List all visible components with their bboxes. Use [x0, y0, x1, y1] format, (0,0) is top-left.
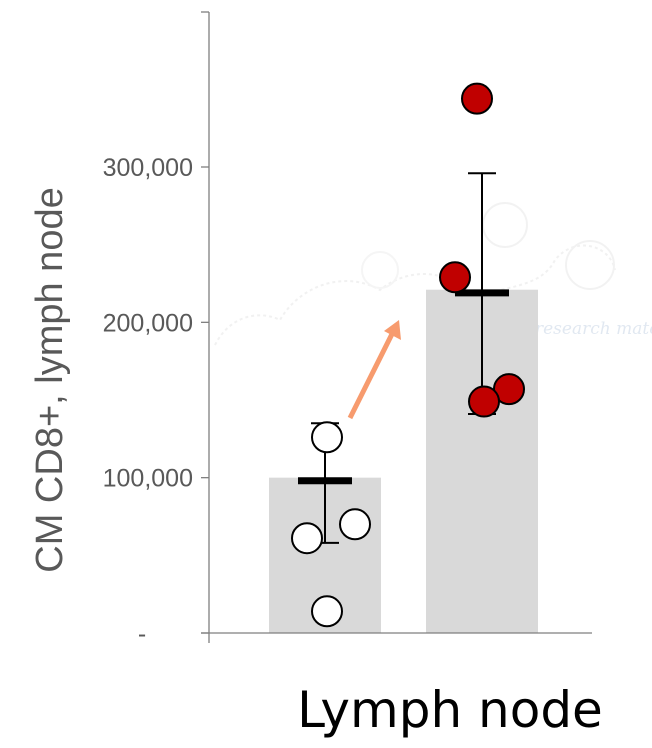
axes — [201, 11, 592, 643]
watermark: research mate — [214, 202, 652, 346]
point-g1-3 — [339, 508, 371, 541]
y-tick-label-2: 200,000 — [103, 309, 193, 337]
x-axis-title: Lymph node — [297, 681, 603, 739]
point-g1-4 — [311, 595, 343, 628]
point-g2-2 — [439, 261, 471, 294]
y-tick-label-0: - — [138, 620, 146, 648]
arrow-shaft — [347, 332, 395, 420]
point-g2-1 — [461, 82, 493, 115]
y-tick-label-1: 100,000 — [103, 465, 193, 493]
error-bars — [298, 172, 509, 544]
watermark-text: research mate — [535, 319, 652, 339]
y-tick-label-3: 300,000 — [103, 154, 193, 182]
bars-layer — [269, 289, 538, 633]
point-g1-1 — [311, 421, 343, 454]
point-g1-2 — [291, 522, 323, 555]
data-points — [291, 82, 525, 628]
y-axis-label: CM CD8+, lymph node — [29, 187, 71, 572]
point-g2-4 — [468, 385, 500, 418]
arrow-head — [384, 320, 401, 340]
y-tick-labels: - 100,000 200,000 300,000 — [103, 154, 193, 648]
trend-arrow — [347, 320, 401, 420]
